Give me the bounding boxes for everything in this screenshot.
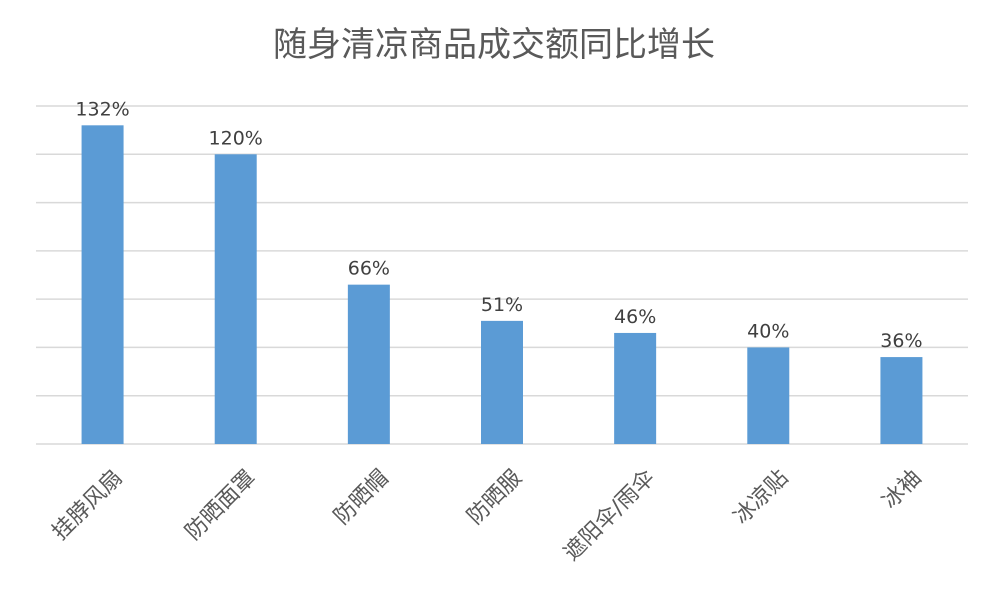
x-tick-label: 遮阳伞/雨伞 xyxy=(559,465,660,566)
bar xyxy=(880,357,923,444)
data-label: 132% xyxy=(75,98,129,120)
x-tick-label: 挂脖风扇 xyxy=(48,465,128,545)
x-tick-label: 防晒服 xyxy=(463,465,527,529)
bar xyxy=(214,154,257,445)
bar xyxy=(347,284,390,444)
x-axis-tick-labels: 挂脖风扇 防晒面罩 防晒帽 防晒服 遮阳伞/雨伞 冰凉贴 冰袖 xyxy=(48,465,927,566)
x-tick-label: 冰袖 xyxy=(878,465,927,514)
data-labels: 132% 120% 66% 51% 46% 40% 36% xyxy=(75,98,922,352)
bar xyxy=(481,320,523,444)
data-label: 36% xyxy=(880,330,922,352)
bar xyxy=(614,332,657,444)
bars xyxy=(81,125,923,445)
data-label: 40% xyxy=(747,320,789,342)
x-tick-label: 防晒面罩 xyxy=(181,465,261,545)
bar xyxy=(81,125,124,445)
x-tick-label: 防晒帽 xyxy=(329,465,393,529)
data-label: 66% xyxy=(348,258,390,280)
data-label: 51% xyxy=(481,294,523,316)
chart-title: 随身清凉商品成交额同比增长 xyxy=(273,25,715,65)
bar xyxy=(747,347,790,444)
data-label: 120% xyxy=(209,127,263,149)
x-tick-label: 冰凉贴 xyxy=(729,465,793,529)
data-label: 46% xyxy=(614,306,656,328)
